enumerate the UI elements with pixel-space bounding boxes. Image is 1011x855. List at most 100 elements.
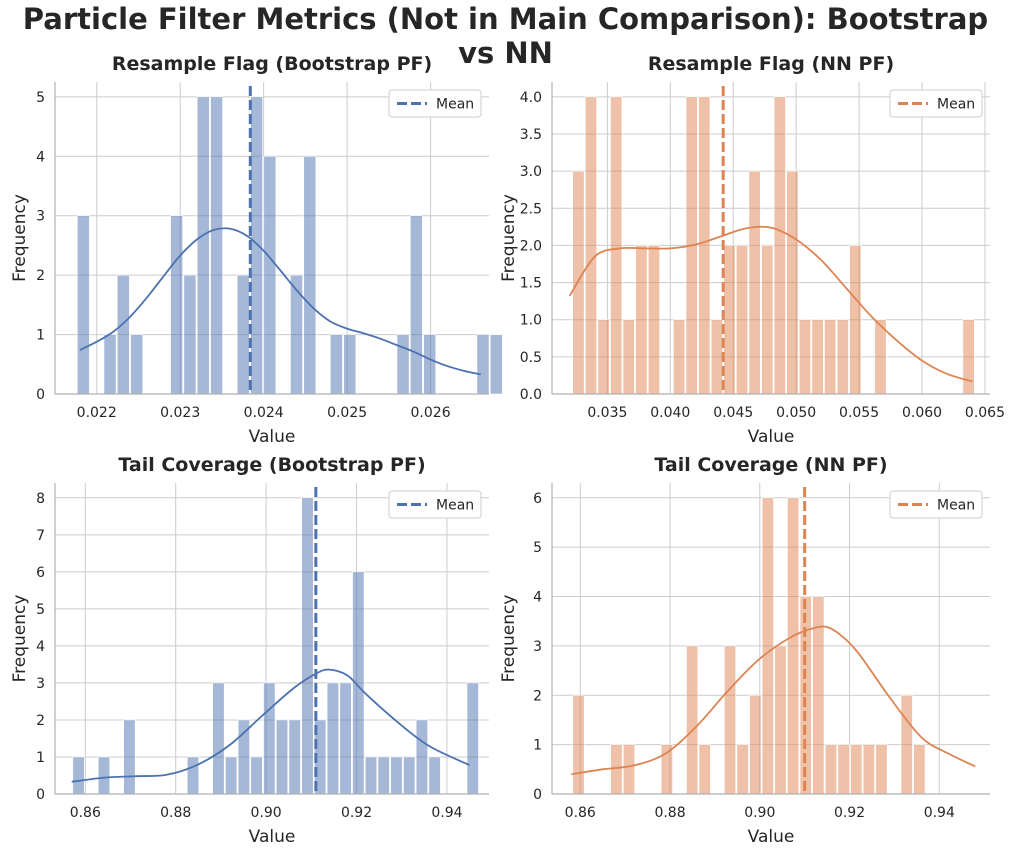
- histogram-bar: [773, 96, 786, 395]
- legend-label: Mean: [436, 498, 474, 514]
- histogram-bar: [837, 744, 850, 795]
- histogram-bar: [415, 719, 428, 795]
- y-tick-label: 3.0: [520, 164, 542, 180]
- histogram-bar: [225, 756, 238, 795]
- y-tick-label: 3: [36, 676, 45, 692]
- histogram-bar: [875, 744, 888, 795]
- histogram-bar: [686, 645, 699, 795]
- histogram-bar: [250, 96, 263, 395]
- subplot-title: Tail Coverage (Bootstrap PF): [118, 454, 425, 476]
- histogram-bar: [635, 245, 648, 395]
- y-tick-label: 1: [36, 750, 45, 766]
- histogram-bar: [962, 319, 975, 395]
- histogram-bar: [77, 215, 90, 395]
- histogram-bar: [303, 155, 317, 395]
- histogram-bar: [103, 334, 117, 395]
- y-tick-label: 1.0: [520, 313, 542, 329]
- x-tick-label: 0.88: [160, 805, 191, 821]
- histogram-bar: [572, 694, 585, 795]
- histogram-bar: [339, 682, 352, 795]
- legend-label: Mean: [937, 97, 975, 113]
- kde-curve: [71, 668, 470, 783]
- kde-curve: [79, 227, 481, 376]
- histogram-bar: [186, 756, 200, 795]
- x-tick-label: 0.055: [839, 405, 879, 421]
- subplot-3: 0 1 2 3 4 5 6 7 8 0.86 0.88 0.90 0.92 0.94 Tail Covera…: [10, 454, 489, 847]
- histogram-bar: [212, 682, 225, 795]
- y-tick-label: 3: [36, 209, 45, 225]
- x-axis-label: Value: [249, 427, 296, 447]
- legend-box: [388, 89, 482, 118]
- y-tick-label: 5: [36, 602, 45, 618]
- legend: Mean: [388, 490, 482, 519]
- y-tick-label: 4: [533, 590, 542, 606]
- histogram-bar: [326, 682, 339, 795]
- histogram-bar: [585, 96, 598, 395]
- x-tick-label: 0.065: [965, 405, 1005, 421]
- histogram-bar: [237, 719, 250, 795]
- histogram-bar: [130, 334, 144, 395]
- x-tick-label: 0.035: [587, 405, 627, 421]
- x-tick-label: 0.86: [70, 805, 101, 821]
- y-tick-label: 1: [36, 328, 45, 344]
- histogram-bar: [210, 96, 223, 395]
- x-axis-label: Value: [249, 827, 296, 847]
- legend: Mean: [889, 490, 983, 519]
- histogram-bar: [622, 744, 636, 795]
- histogram-bar: [423, 334, 437, 395]
- histogram-bar: [811, 319, 824, 395]
- y-tick-label: 0.0: [520, 387, 542, 403]
- x-tick-label: 0.040: [650, 405, 690, 421]
- y-tick-label: 7: [36, 528, 45, 544]
- histogram-bar: [236, 274, 250, 395]
- histogram-bar: [377, 756, 390, 795]
- x-tick-label: 0.88: [654, 805, 685, 821]
- y-tick-label: 5: [36, 90, 45, 106]
- y-tick-label: 2: [36, 713, 45, 729]
- histogram-bar: [836, 319, 849, 395]
- histogram-bar: [396, 334, 410, 395]
- legend-box: [889, 490, 983, 519]
- subplot-title: Tail Coverage (NN PF): [654, 454, 887, 476]
- x-axis-label: Value: [748, 827, 795, 847]
- histogram-bar: [428, 756, 441, 795]
- histogram-bar: [913, 744, 926, 795]
- x-tick-label: 0.94: [924, 805, 955, 821]
- y-tick-label: 0: [533, 787, 542, 803]
- histogram-bar: [263, 682, 276, 795]
- histogram-bar: [874, 319, 887, 395]
- x-tick-label: 0.022: [77, 405, 117, 421]
- y-tick-label: 4: [36, 639, 45, 655]
- histogram-bar: [698, 744, 711, 795]
- histogram-bar: [263, 155, 277, 395]
- y-tick-label: 6: [36, 565, 45, 581]
- histogram-bar: [290, 274, 303, 395]
- histogram-bar: [787, 497, 800, 795]
- histogram-bar: [343, 334, 357, 395]
- subplot-title: Resample Flag (Bootstrap PF): [112, 53, 432, 75]
- histogram-bar: [748, 170, 761, 395]
- x-tick-label: 0.050: [776, 405, 816, 421]
- histogram-bar: [849, 245, 862, 395]
- y-tick-label: 0.5: [520, 350, 542, 366]
- y-tick-label: 3: [533, 639, 542, 655]
- histogram-bar: [410, 215, 423, 395]
- subplot-title: Resample Flag (NN PF): [648, 53, 894, 75]
- histogram-bar: [900, 694, 913, 795]
- figure-title: Particle Filter Metrics (Not in Main Com…: [22, 2, 989, 70]
- y-tick-label: 0: [36, 787, 45, 803]
- x-tick-label: 0.94: [431, 805, 462, 821]
- histogram-bar: [288, 719, 301, 795]
- y-axis-label: Frequency: [499, 595, 519, 683]
- y-tick-label: 1: [533, 738, 542, 754]
- histogram-bar: [723, 245, 736, 395]
- x-tick-label: 0.025: [327, 405, 367, 421]
- legend-label: Mean: [937, 498, 975, 514]
- histogram-bar: [466, 682, 479, 795]
- subplot-1: 0 1 2 3 4 5 0.022 0.023 0.024 0.025 0.026 Resample …: [10, 53, 503, 447]
- histogram-bar: [786, 170, 799, 395]
- histogram-bar: [97, 756, 111, 795]
- x-tick-label: 0.90: [251, 805, 282, 821]
- x-tick-label: 0.92: [834, 805, 865, 821]
